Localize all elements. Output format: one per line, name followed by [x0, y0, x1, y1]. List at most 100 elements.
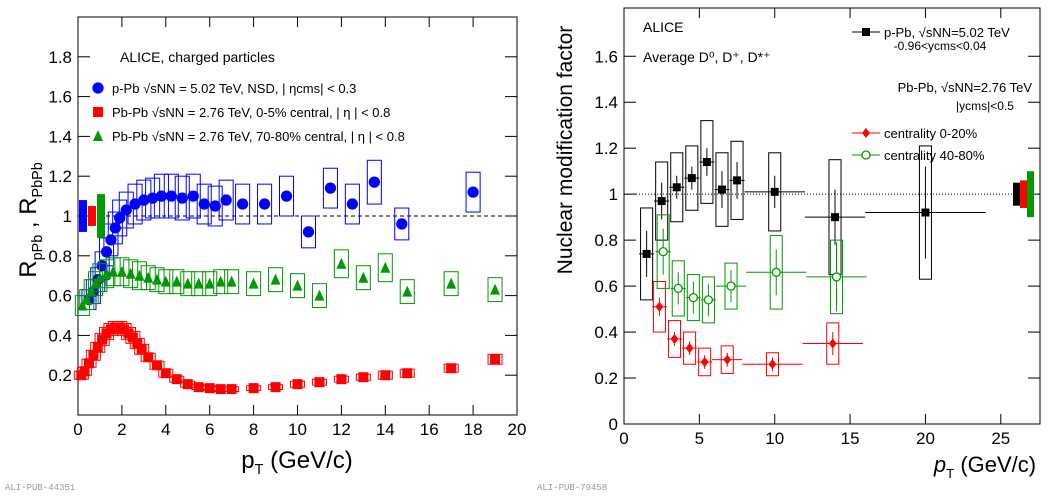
y-tick-label: 1.4: [48, 127, 72, 146]
label-part: p: [241, 447, 254, 474]
x-tick-label: 12: [332, 420, 351, 439]
marker: [672, 183, 681, 192]
marker: [733, 176, 742, 185]
x-tick-label: 8: [249, 420, 258, 439]
marker: [446, 277, 457, 289]
marker: [831, 213, 840, 222]
x-tick-label: 14: [376, 420, 395, 439]
legend-marker: [92, 82, 104, 94]
marker: [657, 197, 666, 206]
marker: [700, 356, 709, 367]
marker: [270, 382, 281, 393]
marker: [171, 374, 182, 385]
x-tick-label: 2: [117, 420, 126, 439]
label-part: Nuclear modification factor: [554, 26, 577, 275]
sys-box: [465, 171, 481, 213]
marker: [771, 267, 781, 277]
marker: [346, 198, 359, 210]
marker: [165, 190, 177, 202]
marker: [828, 338, 837, 349]
x-tick-label: 20: [916, 429, 935, 448]
sys-box: [399, 279, 415, 305]
marker: [193, 382, 204, 393]
y-tick-label: 1.2: [594, 139, 618, 158]
legend-label: centrality 0-20%: [884, 126, 978, 141]
sys-box: [279, 175, 295, 217]
marker: [770, 187, 779, 196]
label-part: T: [946, 466, 954, 481]
marker: [226, 384, 237, 395]
footnote: ALI-PUB-79458: [537, 483, 607, 493]
marker: [687, 174, 696, 183]
label-part: , R: [15, 197, 42, 234]
marker: [358, 372, 369, 383]
y-tick-label: 1.2: [48, 167, 72, 186]
marker: [88, 350, 99, 361]
annotation: Average D⁰, D⁺, D*⁺: [643, 49, 771, 65]
series: [639, 120, 986, 301]
sys-box: [257, 183, 273, 225]
normalization-box: [1013, 182, 1020, 206]
marker: [204, 383, 215, 394]
marker: [467, 186, 479, 198]
x-tick-label: 10: [765, 429, 784, 448]
marker: [688, 292, 698, 303]
sys-box: [207, 185, 223, 227]
sys-box: [191, 271, 207, 297]
x-tick-label: 16: [420, 420, 439, 439]
y-tick-label: 0.6: [48, 287, 72, 306]
marker: [132, 338, 143, 349]
legend-marker: [862, 128, 870, 138]
marker: [717, 185, 726, 194]
marker: [402, 285, 413, 297]
x-tick-label: 4: [161, 420, 170, 439]
annotation: Pb-Pb, √sNN=2.76 TeV: [898, 80, 1033, 95]
sys-box: [355, 265, 371, 291]
legend-label: Pb-Pb √sNN = 2.76 TeV, 0-5% central, | η…: [112, 105, 390, 120]
legend-marker: [93, 107, 103, 117]
legend-label: p-Pb √sNN = 5.02 TeV, NSD, | ηcms| < 0.3: [112, 81, 356, 96]
marker: [248, 383, 259, 394]
series: [74, 249, 503, 317]
marker: [220, 194, 232, 206]
normalization-box: [1020, 180, 1027, 208]
marker: [270, 273, 281, 285]
sys-box: [333, 249, 349, 279]
y-tick-label: 1.8: [48, 48, 72, 67]
marker: [92, 342, 103, 353]
marker: [83, 358, 94, 369]
footnote: ALI-PUB-44351: [5, 483, 75, 493]
label-part: (GeV/c): [954, 452, 1036, 477]
normalization-box: [97, 194, 105, 238]
series: [655, 214, 867, 324]
y-tick-label: 0.6: [594, 277, 618, 296]
marker: [703, 295, 714, 305]
marker: [152, 273, 163, 285]
marker: [670, 333, 679, 344]
y-tick-label: 0.4: [594, 323, 618, 342]
legend-label: p-Pb, √sNN=5.02 TeV: [884, 25, 1010, 40]
sys-box: [202, 271, 218, 297]
marker: [726, 281, 736, 291]
series: [73, 320, 503, 395]
marker: [152, 360, 163, 371]
label-part: T: [255, 462, 264, 478]
y-tick-label: 1.4: [594, 93, 618, 112]
sys-box: [218, 179, 234, 221]
marker: [921, 208, 930, 217]
chart-panel: 0 5 10 15 20 25 0 0.2 0.4 0.6 0.8 1 1.2 1.4 1.6 pT (GeV…: [537, 7, 1041, 493]
sys-box: [74, 295, 90, 317]
label-part: R: [15, 260, 42, 277]
marker: [292, 379, 303, 390]
marker: [182, 277, 193, 289]
y-tick-label: 1: [63, 207, 72, 226]
series: [651, 281, 863, 377]
marker: [136, 344, 147, 355]
marker: [236, 198, 249, 210]
sys-box: [88, 271, 104, 297]
marker: [125, 267, 136, 279]
marker: [127, 332, 138, 343]
legend-marker: [93, 130, 103, 141]
marker: [314, 377, 325, 388]
